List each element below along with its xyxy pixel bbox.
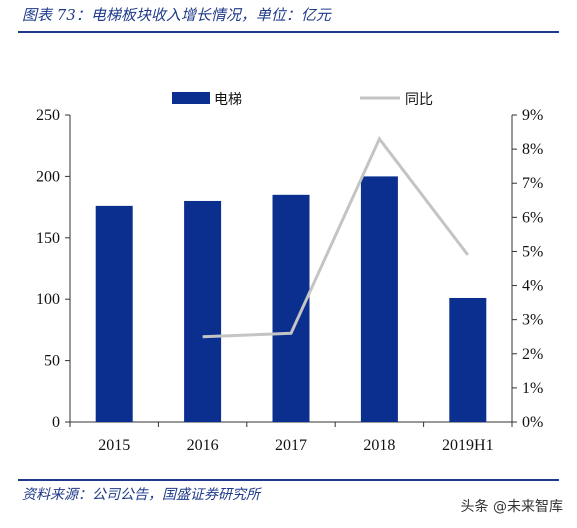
- legend-label-line: 同比: [405, 92, 433, 108]
- right-tick-label: 9%: [522, 107, 543, 124]
- right-tick-label: 7%: [522, 175, 543, 192]
- revenue-chart: 0 50 100 150 200 250 0% 1% 2% 3% 4% 5% 6% 7% 8% 9% 2015 2…: [36, 92, 543, 454]
- figure-caption: 图表 73：电梯板块收入增长情况，单位：亿元: [22, 6, 331, 24]
- right-tick-label: 0%: [522, 414, 543, 431]
- line-series: [202, 135, 469, 339]
- left-tick-label: 0: [52, 414, 60, 431]
- x-tick-label: 2019H1: [442, 437, 494, 454]
- legend-label-bar: 电梯: [214, 92, 242, 108]
- left-tick-label: 100: [36, 291, 60, 308]
- bar-2015: [95, 205, 133, 422]
- right-tick-label: 6%: [522, 209, 543, 226]
- left-tick-label: 50: [44, 353, 60, 370]
- right-tick-label: 2%: [522, 346, 543, 363]
- right-tick-label: 8%: [522, 141, 543, 158]
- yoy-line: [202, 135, 469, 339]
- legend-swatch-bar: [172, 92, 210, 104]
- chart-axes: 0 50 100 150 200 250 0% 1% 2% 3% 4% 5% 6% 7% 8% 9% 2015 2…: [36, 107, 543, 454]
- bar-2018: [360, 176, 398, 422]
- x-tick-label: 2017: [275, 437, 307, 454]
- top-rule: [18, 31, 559, 33]
- left-tick-label: 150: [36, 230, 60, 247]
- watermark: 头条 @未来智库: [460, 499, 563, 515]
- left-tick-label: 250: [36, 107, 60, 124]
- x-tick-label: 2015: [98, 437, 130, 454]
- bottom-rule: [18, 479, 559, 481]
- right-tick-label: 4%: [522, 278, 543, 295]
- chart-legend: 电梯 同比: [172, 92, 433, 108]
- bar-2016: [184, 200, 222, 422]
- bar-series: [95, 176, 487, 422]
- right-tick-label: 1%: [522, 380, 543, 397]
- x-tick-label: 2016: [187, 437, 219, 454]
- x-tick-label: 2018: [363, 437, 395, 454]
- left-tick-label: 200: [36, 168, 60, 185]
- bar-2019H1: [449, 297, 487, 422]
- right-tick-label: 5%: [522, 243, 543, 260]
- right-tick-label: 3%: [522, 312, 543, 329]
- source-note: 资料来源：公司公告，国盛证券研究所: [22, 487, 260, 503]
